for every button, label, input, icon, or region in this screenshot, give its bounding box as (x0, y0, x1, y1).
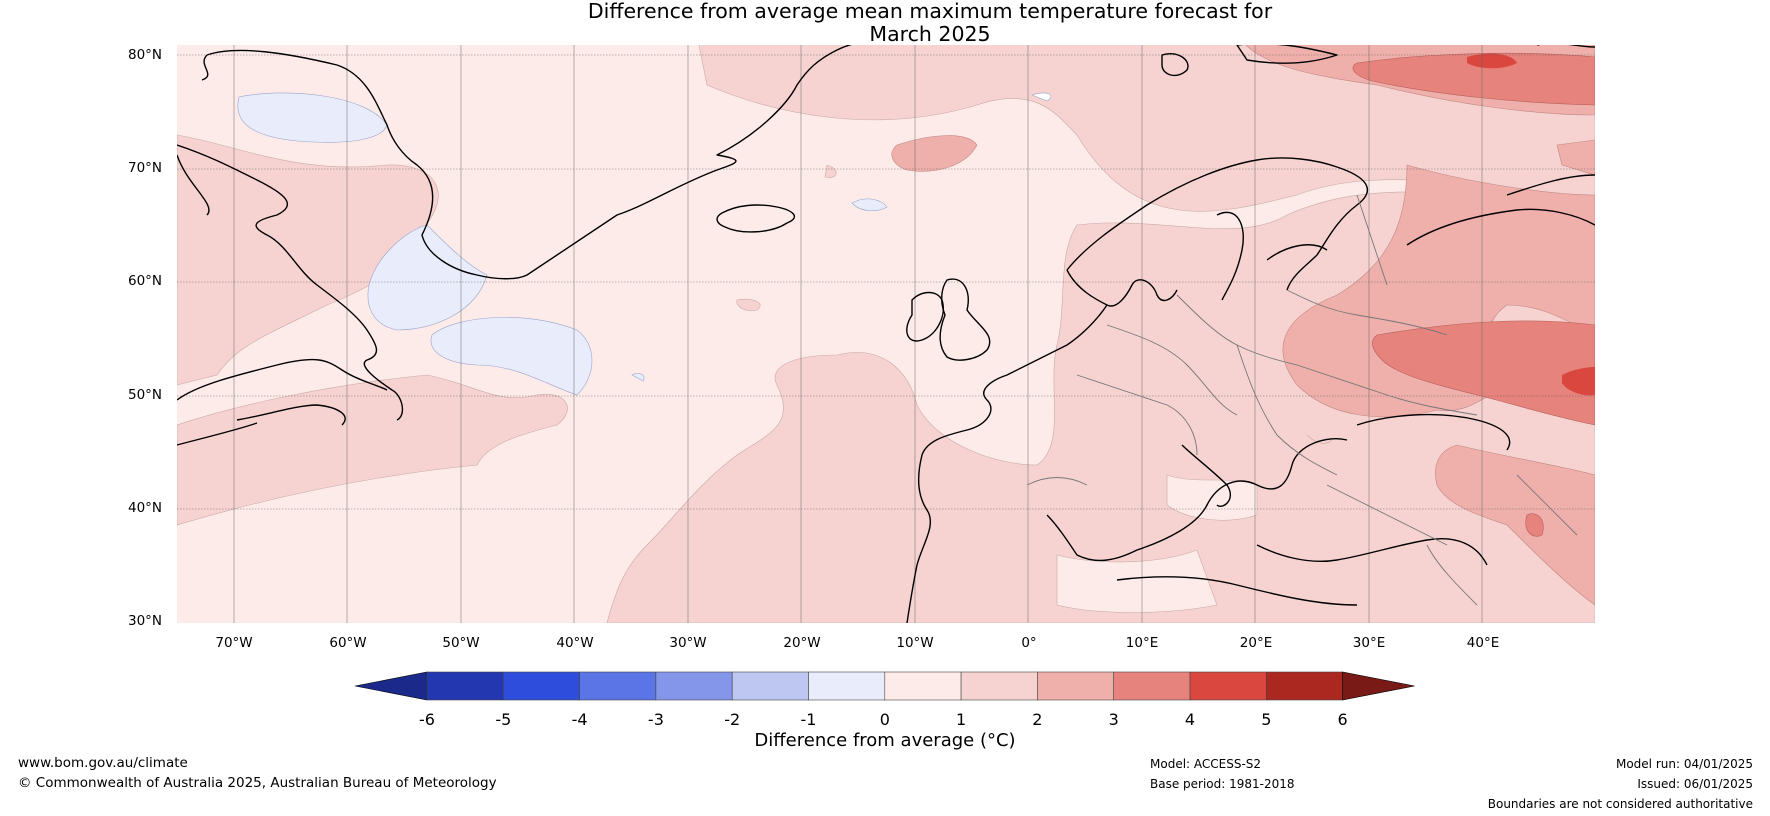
lat-label-80n: 80°N (128, 47, 163, 63)
colorbar-tick-label: 0 (880, 710, 890, 729)
footer-model-run: Model run: 04/01/2025 (1615, 757, 1753, 771)
colorbar-tick-label: -4 (572, 710, 588, 729)
colorbar-segment (655, 671, 733, 701)
lon-label-10e: 10°E (1125, 635, 1159, 651)
colorbar (354, 671, 1415, 701)
lon-label-30w: 30°W (669, 635, 707, 651)
footer-issued: Issued: 06/01/2025 (1637, 777, 1753, 791)
colorbar-tick-label: -3 (648, 710, 664, 729)
colorbar-segment (1037, 671, 1115, 701)
lat-label-40n: 40°N (128, 500, 163, 516)
lon-label-40w: 40°W (556, 635, 594, 651)
anomaly-3-4-regions (1352, 52, 1595, 537)
colorbar-segment (808, 671, 886, 701)
colorbar-segment (1113, 671, 1191, 701)
footer-copyright: © Commonwealth of Australia 2025, Austra… (18, 775, 497, 791)
colorbar-tick-label: -1 (801, 710, 817, 729)
colorbar-tick-label: 5 (1261, 710, 1271, 729)
colorbar-tick-label: -5 (495, 710, 511, 729)
meridians (233, 45, 1483, 623)
lon-label-20w: 20°W (783, 635, 821, 651)
lon-label-70w: 70°W (215, 635, 253, 651)
lon-label-30e: 30°E (1352, 635, 1386, 651)
colorbar-segment (731, 671, 809, 701)
lon-label-0: 0° (1021, 635, 1037, 651)
colorbar-tick-label: 4 (1185, 710, 1195, 729)
lat-label-50n: 50°N (128, 387, 163, 403)
colorbar-segment (960, 671, 1038, 701)
colorbar-tick-label: -6 (419, 710, 435, 729)
footer-base-period: Base period: 1981-2018 (1150, 777, 1295, 791)
lon-label-20e: 20°E (1239, 635, 1273, 651)
colorbar-over-arrow (1342, 671, 1415, 701)
lon-label-40e: 40°E (1466, 635, 1500, 651)
lat-label-30n: 30°N (128, 613, 163, 629)
lon-label-50w: 50°W (442, 635, 480, 651)
colorbar-ticks: -6 -5 -4 -3 -2 -1 0 1 2 3 4 5 6 (419, 710, 1348, 729)
colorbar-segment (1189, 671, 1267, 701)
map-title-line2: March 2025 (869, 22, 991, 46)
anomaly-4-5-regions (1467, 53, 1595, 396)
colorbar-tick-label: 1 (956, 710, 966, 729)
colorbar-segment (503, 671, 580, 701)
footer-disclaimer: Boundaries are not considered authoritat… (1487, 797, 1753, 811)
colorbar-tick-label: 3 (1109, 710, 1119, 729)
colorbar-tick-label: -2 (724, 710, 740, 729)
colorbar-segment (579, 671, 657, 701)
coastlines (177, 45, 1595, 623)
colorbar-under-arrow (354, 671, 428, 701)
colorbar-segment (884, 671, 962, 701)
lon-label-10w: 10°W (896, 635, 934, 651)
lon-label-60w: 60°W (329, 635, 367, 651)
colorbar-tick-label: 6 (1338, 710, 1348, 729)
lat-label-60n: 60°N (128, 273, 163, 289)
colorbar-segment (426, 671, 504, 701)
lat-label-70n: 70°N (128, 160, 163, 176)
graticule (177, 54, 1595, 510)
map-title-line1: Difference from average mean maximum tem… (587, 0, 1273, 23)
map-title: Difference from average mean maximum tem… (500, 0, 1360, 46)
footer-url: www.bom.gov.au/climate (18, 755, 188, 771)
anomaly-minus1-0-regions (237, 92, 1052, 396)
colorbar-segments (354, 671, 1415, 701)
country-boundaries (1026, 194, 1578, 606)
forecast-map (177, 45, 1595, 623)
colorbar-title: Difference from average (°C) (754, 730, 1016, 751)
footer-model: Model: ACCESS-S2 (1150, 757, 1262, 771)
colorbar-segment (1265, 671, 1343, 701)
colorbar-tick-label: 2 (1032, 710, 1042, 729)
